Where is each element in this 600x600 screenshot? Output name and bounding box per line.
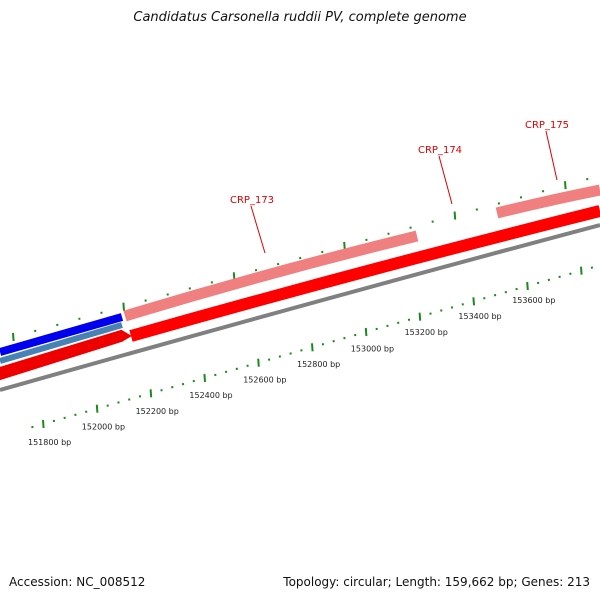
outer-major-tick [453, 211, 457, 220]
gene-label-crp174[interactable]: CRP_174 [418, 145, 462, 156]
bp-label: 153200 bp [405, 328, 448, 337]
gene-label-crp173[interactable]: CRP_173 [230, 195, 274, 206]
bp-label: 152600 bp [243, 376, 286, 385]
inner-major-tick [580, 266, 583, 275]
bp-label: 152000 bp [82, 422, 125, 431]
inner-major-tick [95, 404, 99, 413]
bp-label: 153000 bp [351, 344, 394, 353]
feature-red-left [0, 329, 132, 381]
feature-pink-crp173 [123, 230, 419, 322]
feature-pink-crp175 [495, 184, 600, 219]
feature-blue-forward [0, 313, 124, 356]
inner-major-tick [472, 297, 475, 306]
label-line-crp173 [250, 205, 266, 254]
inner-major-tick [257, 358, 260, 367]
feature-red-main [129, 205, 600, 342]
bp-label: 152800 bp [297, 360, 340, 369]
inner-major-tick [42, 419, 45, 429]
backbone [0, 223, 600, 392]
inner-major-tick [418, 312, 422, 321]
bp-label: 153400 bp [458, 312, 501, 321]
genome-summary: Topology: circular; Length: 159,662 bp; … [283, 575, 590, 589]
outer-major-tick [12, 332, 15, 342]
inner-major-tick [149, 389, 153, 398]
inner-major-tick [526, 281, 529, 291]
bp-label: 152200 bp [136, 407, 179, 416]
feature-steelblue-forward [0, 322, 123, 364]
label-line-crp174 [438, 155, 453, 205]
outer-major-tick [122, 302, 125, 311]
bp-label: 151800 bp [28, 438, 71, 447]
bp-label: 153600 bp [512, 296, 555, 305]
inner-major-tick [203, 373, 206, 383]
inner-tick-ring [31, 266, 594, 429]
accession: Accession: NC_008512 [9, 575, 146, 589]
inner-major-tick [311, 343, 314, 352]
bp-label: 152400 bp [189, 391, 232, 400]
bp-labels: 151800 bp 152000 bp 152200 bp 152400 bp 1526… [28, 296, 555, 447]
gene-label-crp175[interactable]: CRP_175 [525, 120, 569, 131]
map-title: Candidatus Carsonella ruddii PV, complet… [133, 10, 467, 25]
inner-major-tick [364, 327, 368, 337]
label-line-crp175 [545, 130, 558, 181]
outer-major-tick [564, 181, 567, 190]
